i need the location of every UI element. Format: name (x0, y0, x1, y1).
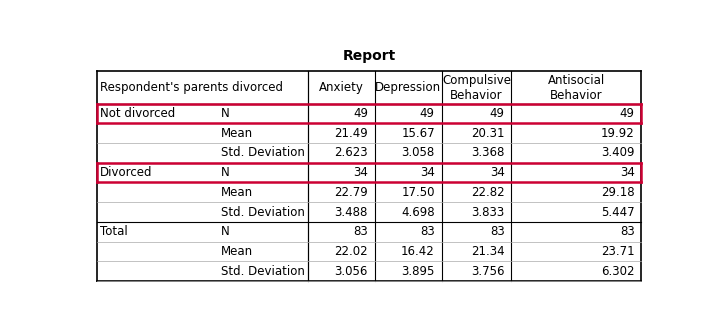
Text: 49: 49 (490, 107, 505, 120)
Text: Not divorced: Not divorced (100, 107, 175, 120)
Text: 23.71: 23.71 (601, 245, 634, 258)
Text: 6.302: 6.302 (601, 264, 634, 278)
Text: 34: 34 (490, 166, 505, 179)
Text: 49: 49 (353, 107, 368, 120)
Text: 3.368: 3.368 (471, 146, 505, 159)
Text: Anxiety: Anxiety (319, 81, 364, 94)
Text: N: N (220, 166, 230, 179)
Text: Divorced: Divorced (100, 166, 153, 179)
Text: 15.67: 15.67 (401, 127, 435, 140)
Text: Total: Total (100, 225, 127, 238)
Text: 21.49: 21.49 (334, 127, 368, 140)
Text: 16.42: 16.42 (401, 245, 435, 258)
Text: Mean: Mean (220, 245, 253, 258)
Text: 83: 83 (353, 225, 368, 238)
Text: 3.756: 3.756 (471, 264, 505, 278)
Text: 29.18: 29.18 (601, 186, 634, 199)
Text: 19.92: 19.92 (601, 127, 634, 140)
Text: 3.488: 3.488 (335, 205, 368, 218)
Text: 83: 83 (420, 225, 435, 238)
Text: Antisocial
Behavior: Antisocial Behavior (548, 74, 605, 101)
Text: Mean: Mean (220, 127, 253, 140)
Text: Depression: Depression (375, 81, 441, 94)
Text: 3.895: 3.895 (402, 264, 435, 278)
Text: Std. Deviation: Std. Deviation (220, 146, 305, 159)
Text: 2.623: 2.623 (334, 146, 368, 159)
Text: 20.31: 20.31 (471, 127, 505, 140)
Text: 83: 83 (490, 225, 505, 238)
Text: 22.02: 22.02 (334, 245, 368, 258)
Text: N: N (220, 107, 230, 120)
Text: Mean: Mean (220, 186, 253, 199)
Text: 17.50: 17.50 (401, 186, 435, 199)
Text: 34: 34 (420, 166, 435, 179)
Text: Respondent's parents divorced: Respondent's parents divorced (100, 81, 283, 94)
Text: 4.698: 4.698 (401, 205, 435, 218)
Text: Std. Deviation: Std. Deviation (220, 205, 305, 218)
Text: 3.409: 3.409 (601, 146, 634, 159)
Text: 49: 49 (420, 107, 435, 120)
Text: 34: 34 (353, 166, 368, 179)
Text: 3.833: 3.833 (472, 205, 505, 218)
Text: 5.447: 5.447 (601, 205, 634, 218)
Text: 22.82: 22.82 (471, 186, 505, 199)
Text: N: N (220, 225, 230, 238)
Text: 3.058: 3.058 (402, 146, 435, 159)
Text: Std. Deviation: Std. Deviation (220, 264, 305, 278)
Text: Compulsive
Behavior: Compulsive Behavior (442, 74, 511, 101)
Text: 22.79: 22.79 (334, 186, 368, 199)
Text: 83: 83 (620, 225, 634, 238)
Text: 34: 34 (620, 166, 634, 179)
Text: 3.056: 3.056 (335, 264, 368, 278)
Text: 21.34: 21.34 (471, 245, 505, 258)
Text: Report: Report (343, 49, 395, 63)
Text: 49: 49 (620, 107, 634, 120)
